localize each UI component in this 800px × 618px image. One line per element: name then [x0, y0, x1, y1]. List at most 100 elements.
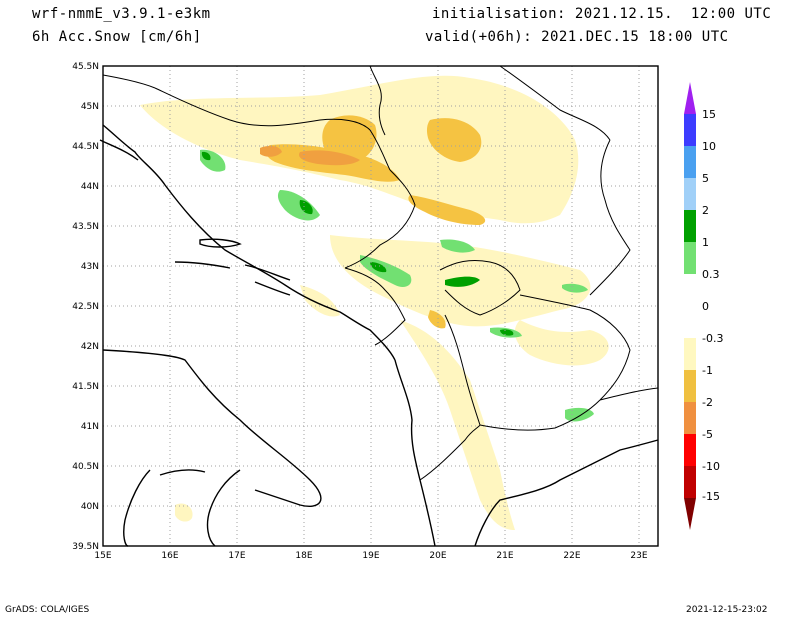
border-montenegro [344, 267, 406, 346]
snow-decrease-light-7 [562, 283, 588, 293]
light-snow-area-west [175, 503, 193, 522]
legend-level: -15 [702, 490, 720, 503]
legend-box [684, 242, 696, 274]
lon-label: 21E [496, 551, 513, 561]
lon-label: 18E [295, 551, 312, 561]
legend-level: -5 [702, 428, 713, 441]
border-serbia-north [369, 65, 386, 136]
legend-box [684, 306, 696, 338]
legend-level: 10 [702, 140, 716, 153]
border-albania-greece [419, 424, 481, 481]
valid-time: valid(+06h): 2021.DEC.15 18:00 UTC [425, 29, 729, 45]
gulf-taranto [159, 469, 206, 476]
island-lastovo [254, 281, 291, 296]
lon-label: 15E [94, 551, 111, 561]
lon-label: 20E [429, 551, 446, 561]
border-albania-macedonia [444, 314, 481, 426]
lon-label: 22E [563, 551, 580, 561]
island-korcula [244, 264, 291, 281]
aegean-coast [474, 439, 659, 547]
moderate-snow-area-3 [426, 118, 482, 162]
latitude-axis: 45.5N 45N 44.5N 44N 43.5N 43N 42.5N 42N … [72, 62, 99, 552]
snow-decrease-moderate-5 [201, 151, 211, 161]
render-timestamp: 2021-12-15-23:02 [686, 605, 768, 615]
legend-box [684, 114, 696, 146]
snow-decrease-moderate-3 [445, 276, 480, 287]
light-snow-area-east [514, 320, 609, 366]
legend-box [684, 210, 696, 242]
snow-decrease-moderate-2 [370, 262, 387, 273]
legend-level: 5 [702, 172, 709, 185]
legend-arrow-bottom [684, 498, 696, 530]
legend-box [684, 178, 696, 210]
lat-label: 40N [81, 502, 99, 512]
heavy-snow-area-1 [299, 150, 360, 166]
border-serbia-bulgaria [589, 139, 631, 296]
lat-label: 44N [81, 182, 99, 192]
lat-label: 45N [81, 102, 99, 112]
legend-box [684, 274, 696, 306]
border-croatia-bosnia [154, 87, 391, 171]
lat-label: 41.5N [72, 382, 99, 392]
legend-box [684, 434, 696, 466]
lat-label: 43.5N [72, 222, 99, 232]
legend-box [684, 370, 696, 402]
island-hvar [174, 261, 231, 269]
model-title: wrf-nmmE_v3.9.1-e3km [32, 6, 211, 22]
longitude-axis: 15E 16E 17E 18E 19E 20E 21E 22E 23E [94, 551, 647, 561]
field-title: 6h Acc.Snow [cm/6h] [32, 29, 202, 45]
lon-label: 17E [228, 551, 245, 561]
lat-label: 39.5N [72, 542, 99, 552]
border-bulgaria-greece [599, 387, 659, 401]
border-bosnia-serbia [344, 169, 416, 269]
snow-decrease-light-4 [440, 239, 475, 253]
coastlines [99, 124, 659, 547]
legend-level: -10 [702, 460, 720, 473]
legend-level: 1 [702, 236, 709, 249]
lat-label: 44.5N [72, 142, 99, 152]
lon-label: 16E [161, 551, 178, 561]
legend-box [684, 338, 696, 370]
border-macedonia-bulgaria [519, 294, 631, 401]
country-borders [102, 65, 659, 481]
legend-box [684, 402, 696, 434]
moderate-snow-area-4 [408, 195, 486, 225]
greece-west-coast [394, 359, 436, 547]
legend-box [684, 146, 696, 178]
light-snow-area-south [400, 320, 515, 530]
snow-decrease-moderate-1 [299, 200, 313, 215]
island-brac [199, 238, 242, 248]
lat-label: 40.5N [72, 462, 99, 472]
legend-level: -1 [702, 364, 713, 377]
lat-label: 42N [81, 342, 99, 352]
legend-level: -2 [702, 396, 713, 409]
legend-level: 0.3 [702, 268, 720, 281]
italy-toe [123, 469, 151, 547]
lat-label: 41N [81, 422, 99, 432]
border-kosovo [439, 259, 521, 316]
italy-heel [206, 469, 241, 547]
grads-credit: GrADS: COLA/IGES [5, 605, 90, 615]
legend-level: 15 [702, 108, 716, 121]
legend-box [684, 466, 696, 498]
snow-shading [140, 75, 609, 530]
legend-arrow-top [684, 82, 696, 114]
lon-label: 23E [630, 551, 647, 561]
border-croatia-slovenia [102, 74, 156, 89]
adriatic-west-coast [102, 349, 322, 507]
heavy-snow-area-2 [260, 145, 282, 157]
lat-label: 42.5N [72, 302, 99, 312]
moderate-snow-area-5 [428, 310, 446, 329]
border-macedonia-greece [479, 399, 601, 431]
border-serbia-romania [499, 65, 611, 141]
color-legend: 15 10 5 2 1 0.3 0 -0.3 -1 -2 -5 -10 -15 [684, 82, 723, 530]
legend-level: 2 [702, 204, 709, 217]
legend-level: -0.3 [702, 332, 723, 345]
adriatic-east-coast [102, 124, 396, 361]
legend-level: 0 [702, 300, 709, 313]
lat-label: 45.5N [72, 62, 99, 72]
map-plot [99, 65, 659, 547]
snow-decrease-moderate-4 [500, 329, 514, 336]
initialisation-time: initialisation: 2021.12.15. 12:00 UTC [432, 6, 772, 22]
